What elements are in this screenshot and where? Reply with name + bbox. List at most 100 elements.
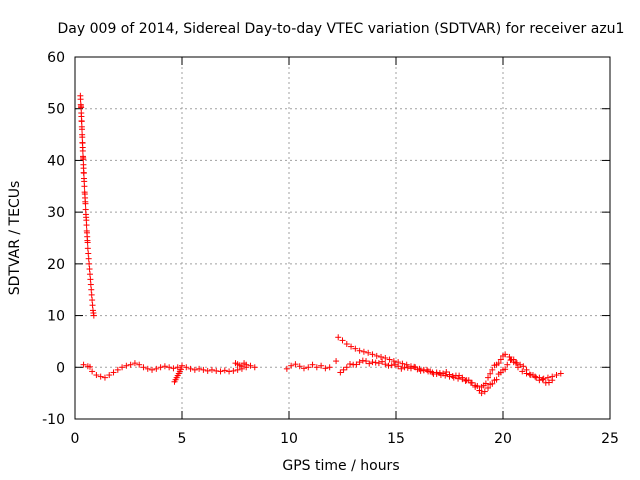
data-point [446, 371, 453, 378]
x-tick-label: 20 [494, 431, 512, 447]
data-point [101, 374, 108, 381]
data-point [352, 345, 359, 352]
data-point [81, 183, 88, 190]
data-point [131, 360, 138, 367]
data-point [166, 364, 173, 371]
data-point [300, 365, 307, 372]
data-point [85, 250, 92, 257]
data-point [485, 384, 492, 391]
data-point [382, 361, 389, 368]
data-point [526, 371, 533, 378]
data-point [326, 364, 333, 371]
data-point [251, 364, 258, 371]
data-point [97, 373, 104, 380]
data-point [363, 358, 370, 365]
data-point [86, 260, 93, 267]
data-point [517, 361, 524, 368]
data-point [238, 363, 245, 370]
data-point [386, 356, 393, 363]
data-point [136, 361, 143, 368]
data-point [221, 367, 228, 374]
data-point [187, 365, 194, 372]
data-point [110, 369, 117, 376]
y-tick-label: 50 [47, 102, 65, 118]
data-point [378, 353, 385, 360]
data-point [502, 351, 509, 358]
x-tick-label: 5 [178, 431, 187, 447]
data-point [86, 363, 93, 370]
data-point [208, 366, 215, 373]
x-tick-label: 25 [601, 431, 619, 447]
data-point [86, 266, 93, 273]
data-point [468, 379, 475, 386]
data-point [127, 361, 134, 368]
data-point [157, 364, 164, 371]
data-point [365, 349, 372, 356]
data-point [288, 362, 295, 369]
data-point [540, 375, 547, 382]
data-point [79, 134, 86, 141]
data-point [119, 364, 126, 371]
data-point [217, 368, 224, 375]
data-point [346, 360, 353, 367]
data-point [391, 361, 398, 368]
data-point [510, 356, 517, 363]
data-point [93, 372, 100, 379]
data-point [539, 376, 546, 383]
data-point [465, 377, 472, 384]
data-point [283, 365, 290, 372]
data-point [557, 370, 564, 377]
y-tick-label: 60 [47, 50, 65, 66]
data-point [495, 360, 502, 367]
data-point [493, 376, 500, 383]
data-point [170, 365, 177, 372]
data-point [455, 375, 462, 382]
data-point [78, 126, 85, 133]
data-point [123, 362, 130, 369]
data-point [89, 368, 96, 375]
data-point [443, 369, 450, 376]
data-point [230, 367, 237, 374]
data-point [356, 359, 363, 366]
data-point [513, 360, 520, 367]
y-tick-label: 10 [47, 309, 65, 325]
data-point [414, 366, 421, 373]
data-point [83, 222, 90, 229]
data-point [296, 363, 303, 370]
data-point [86, 271, 93, 278]
data-point [427, 368, 434, 375]
data-point [85, 255, 92, 262]
x-axis-label: GPS time / hours [282, 458, 399, 474]
x-tick-label: 0 [71, 431, 80, 447]
y-axis-label: SDTVAR / TECUs [7, 181, 23, 296]
data-point [482, 380, 489, 387]
data-point [544, 374, 551, 381]
data-point [204, 367, 211, 374]
data-point [79, 147, 86, 154]
data-point [366, 360, 373, 367]
data-point [390, 358, 397, 365]
data-point [243, 361, 250, 368]
data-point [84, 245, 91, 252]
data-point [372, 359, 379, 366]
data-point [213, 367, 220, 374]
data-point [407, 365, 414, 372]
data-point [533, 374, 540, 381]
y-tick-label: 40 [47, 153, 65, 169]
data-point [80, 170, 87, 177]
data-point [459, 374, 466, 381]
data-point [343, 341, 350, 348]
data-point [356, 347, 363, 354]
data-point [90, 312, 97, 319]
data-point [398, 365, 405, 372]
data-point [200, 366, 207, 373]
data-point [369, 359, 376, 366]
data-point [339, 337, 346, 344]
data-point [478, 390, 485, 397]
data-point [375, 360, 382, 367]
data-point [196, 365, 203, 372]
data-point [305, 364, 312, 371]
y-tick-label: -10 [42, 412, 65, 428]
data-point [497, 356, 504, 363]
data-point [313, 364, 320, 371]
